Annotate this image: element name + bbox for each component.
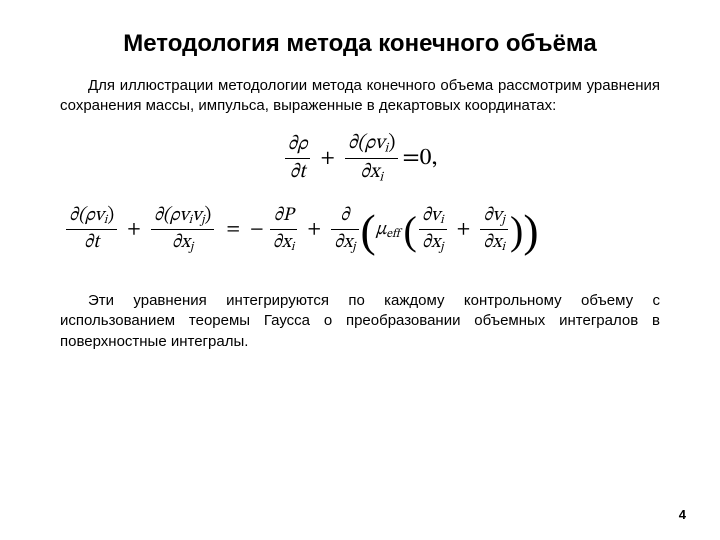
plus-operator: + [320,146,334,171]
plus-operator: + [457,218,471,242]
slide: Методология метода конечного объёма Для … [0,0,720,540]
eq2-pressure-term: ∂P ∂xi [270,204,298,255]
eq1-term1: ∂ρ ∂t [285,132,311,185]
plus-operator: + [307,218,321,242]
equation-continuity: ∂ρ ∂t + ∂(ρvi) ∂xi =0, [60,131,660,187]
eq2-lhs-term1: ∂(ρvi) ∂t [66,204,117,255]
equation-momentum: ∂(ρvi) ∂t + ∂(ρvivj) ∂xj = − ∂P [60,204,660,255]
page-number: 4 [679,507,686,522]
eq2-lhs-term2: ∂(ρvivj) ∂xj [151,204,215,255]
plus-operator: + [127,218,141,242]
page-title: Методология метода конечного объёма [60,30,660,58]
outro-paragraph: Эти уравнения интегрируются по каждому к… [60,291,660,352]
mu-eff: μeff [376,218,400,242]
equals-operator: = [226,218,240,242]
eq1-tail: =0, [402,143,437,173]
eq2-div-operator: ∂ ∂xj [331,204,358,255]
eq2-grad-term1: ∂vi ∂xj [419,204,447,255]
eq1-term2: ∂(ρvi) ∂xi [345,131,398,187]
eq2-grad-term2: ∂vj ∂xi [480,204,508,255]
minus-operator: − [250,218,264,242]
intro-paragraph: Для иллюстрации методологии метода конеч… [60,76,660,117]
